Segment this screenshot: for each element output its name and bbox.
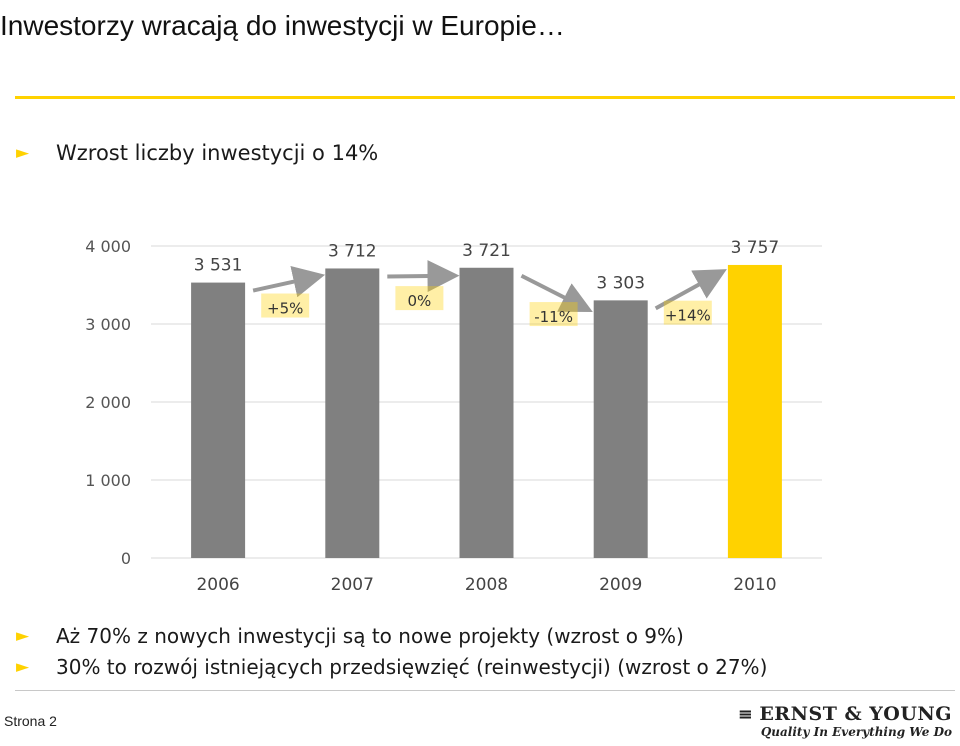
change-label: 0%: [408, 292, 432, 310]
bar: [459, 267, 514, 558]
bar: [191, 282, 246, 558]
triangle-right-icon: ►: [16, 657, 30, 677]
y-tick-label: 1 000: [85, 471, 131, 490]
logo-name-text: ERNST & YOUNG: [759, 703, 952, 725]
bullet-text: Aż 70% z nowych inwestycji są to nowe pr…: [56, 624, 684, 648]
change-arrow: [252, 265, 326, 298]
y-tick-label: 4 000: [85, 237, 131, 256]
change-label-box: [395, 286, 444, 311]
bullet-text: 30% to rozwój istniejących przedsięwzięć…: [56, 655, 768, 679]
change-label-box: [529, 302, 578, 327]
company-logo: ≡ ERNST & YOUNG Quality In Everything We …: [738, 703, 952, 739]
y-tick-label: 0: [121, 549, 131, 568]
x-tick-label: 2010: [733, 575, 776, 595]
triangle-right-icon: ►: [16, 143, 30, 163]
page-number: Strona 2: [4, 713, 57, 729]
x-tick-label: 2006: [196, 575, 239, 595]
data-label: 3 303: [596, 273, 645, 293]
change-arrow: [520, 273, 593, 312]
data-label: 3 712: [328, 241, 377, 261]
logo-mark-icon: ≡: [737, 704, 754, 725]
bullet-item-top: ► Wzrost liczby inwestycji o 14%: [16, 141, 378, 165]
change-label: +14%: [665, 307, 711, 325]
change-label: -11%: [534, 308, 573, 326]
data-label: 3 531: [194, 256, 243, 276]
x-tick-label: 2008: [465, 575, 508, 595]
data-label: 3 757: [731, 238, 780, 258]
x-tick-label: 2009: [599, 575, 642, 595]
bar-chart-svg: 0 1 000 2 000 3 000 4 000 3 531 2006 3 712 2007 3…: [85, 237, 822, 595]
bullet-text: Wzrost liczby inwestycji o 14%: [56, 141, 379, 165]
y-tick-label: 2 000: [85, 393, 131, 412]
title-underline: [15, 96, 955, 99]
investment-chart: 0 1 000 2 000 3 000 4 000 3 531 2006 3 712 2007 3…: [70, 228, 840, 604]
data-label: 3 721: [462, 241, 511, 261]
y-tick-label: 3 000: [85, 315, 131, 334]
change-label-box: [261, 293, 310, 318]
triangle-right-icon: ►: [16, 626, 30, 646]
change-label: +5%: [267, 300, 303, 318]
bullet-item-bottom-2: ► 30% to rozwój istniejących przedsięwzi…: [16, 655, 767, 679]
x-tick-label: 2007: [331, 575, 374, 595]
bar: [727, 264, 782, 558]
slide-title: Inwestorzy wracają do inwestycji w Europ…: [0, 10, 565, 41]
bullet-item-bottom-1: ► Aż 70% z nowych inwestycji są to nowe …: [16, 624, 684, 648]
footer-divider: [15, 690, 955, 691]
bar: [593, 300, 648, 558]
change-arrow: [654, 269, 727, 311]
bar: [325, 268, 380, 558]
change-arrow: [387, 260, 460, 293]
logo-tagline: Quality In Everything We Do: [760, 725, 952, 739]
change-label-box: [663, 300, 712, 325]
